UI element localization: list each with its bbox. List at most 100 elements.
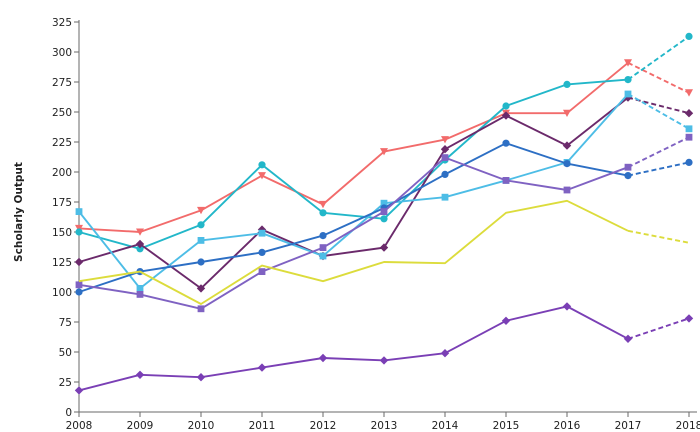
data-point — [197, 305, 205, 313]
data-point — [440, 145, 450, 154]
data-point — [684, 314, 694, 323]
data-point — [136, 228, 144, 236]
series-projected-line — [627, 317, 690, 340]
series-projected-line — [627, 161, 690, 177]
data-point — [441, 193, 449, 201]
data-point — [380, 199, 388, 207]
data-point — [136, 285, 144, 292]
data-point — [562, 302, 572, 311]
x-tick-label: 2009 — [127, 420, 154, 432]
data-point — [685, 32, 693, 41]
data-point — [258, 248, 266, 256]
y-tick-label: 325 — [52, 17, 72, 29]
series-projected-line — [627, 61, 690, 94]
series-projected-line — [627, 136, 690, 169]
y-tick-label: 300 — [52, 47, 72, 59]
data-point — [502, 139, 510, 147]
data-point — [75, 288, 83, 296]
data-point — [135, 370, 145, 379]
x-tick-label: 2011 — [249, 420, 276, 432]
series-line — [78, 78, 629, 250]
data-point — [319, 200, 327, 209]
data-point — [319, 232, 327, 240]
y-tick-label: 175 — [52, 197, 72, 209]
data-point — [136, 291, 144, 298]
data-point — [74, 386, 84, 395]
series-layer — [74, 32, 694, 395]
data-point — [685, 158, 693, 166]
data-point — [624, 172, 632, 180]
data-point — [379, 243, 389, 252]
data-point — [562, 141, 572, 150]
data-point — [136, 245, 144, 253]
data-point — [441, 136, 449, 144]
series-line — [78, 156, 629, 310]
data-point — [684, 109, 694, 118]
data-point — [624, 59, 632, 67]
data-point — [197, 221, 205, 229]
data-point — [135, 239, 145, 249]
data-point — [75, 281, 83, 289]
data-point — [624, 90, 632, 98]
x-tick-label: 2017 — [615, 420, 642, 432]
data-point — [319, 252, 327, 260]
axes: 0 25 50 75 100 125 150 175 200 225 250 275 300 325 200… — [52, 17, 700, 432]
data-point — [258, 229, 266, 237]
series-projected-line — [627, 229, 690, 244]
data-point — [502, 102, 510, 110]
series-6 — [75, 133, 693, 313]
x-tick-label: 2014 — [432, 420, 459, 432]
x-tick-label: 2016 — [554, 420, 581, 432]
data-point — [440, 349, 450, 358]
data-point — [624, 163, 632, 171]
y-tick-label: 25 — [59, 377, 72, 389]
series-line — [78, 62, 629, 233]
data-point — [501, 111, 511, 120]
data-point — [258, 268, 266, 275]
data-point — [563, 80, 571, 88]
data-point — [501, 316, 511, 325]
y-tick-label: 0 — [65, 407, 72, 419]
series-line — [78, 96, 629, 290]
y-tick-label: 75 — [59, 317, 72, 329]
x-tick-label: 2015 — [493, 420, 520, 432]
x-tick-label: 2008 — [66, 420, 93, 432]
data-point — [197, 237, 205, 244]
data-point — [623, 334, 633, 343]
y-tick-label: 200 — [52, 167, 72, 179]
x-tick-label: 2012 — [310, 420, 337, 432]
data-point — [318, 353, 328, 363]
data-point — [380, 148, 388, 156]
data-point — [258, 161, 266, 169]
data-point — [685, 89, 693, 97]
data-point — [563, 160, 571, 168]
data-point — [319, 209, 327, 217]
series-5 — [75, 139, 693, 296]
x-tick-label: 2013 — [371, 420, 398, 432]
data-point — [379, 356, 389, 365]
data-point — [197, 206, 205, 215]
data-point — [75, 208, 83, 215]
data-point — [380, 215, 388, 223]
y-axis-title: Scholarly Output — [13, 162, 25, 262]
data-point — [319, 244, 327, 251]
data-point — [74, 257, 84, 267]
data-point — [685, 125, 693, 133]
data-point — [380, 208, 388, 215]
series-1 — [75, 59, 693, 236]
series-line — [78, 142, 629, 293]
series-8 — [74, 302, 694, 395]
data-point — [441, 154, 449, 161]
y-tick-label: 125 — [52, 257, 72, 269]
data-point — [685, 133, 693, 141]
data-point — [563, 186, 571, 194]
data-point — [441, 170, 449, 178]
x-tick-label: 2010 — [188, 420, 215, 432]
series-7 — [78, 199, 690, 305]
y-tick-label: 275 — [52, 77, 72, 89]
data-point — [197, 258, 205, 266]
y-tick-label: 250 — [52, 107, 72, 119]
series-projected-line — [627, 93, 690, 130]
data-point — [257, 363, 267, 372]
